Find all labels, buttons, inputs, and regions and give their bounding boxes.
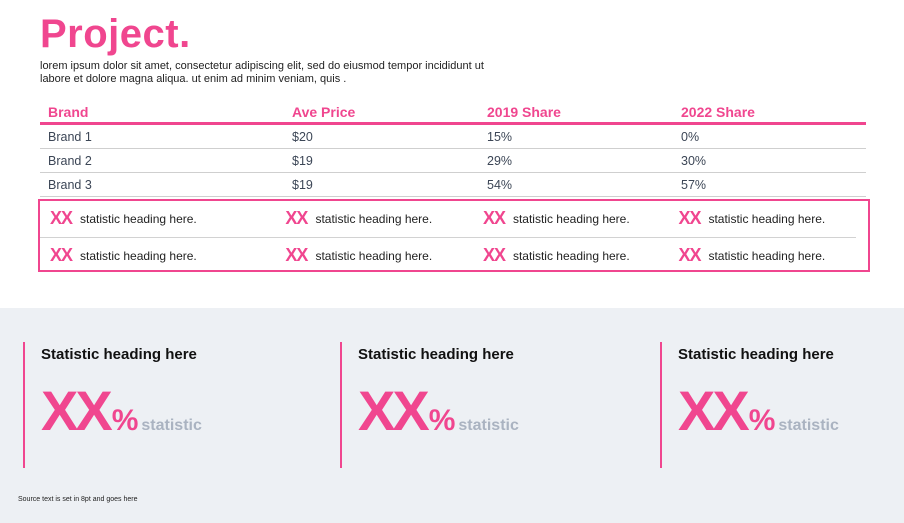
cell-price: $19 bbox=[292, 177, 313, 192]
table-row: Brand 3 $19 54% 57% bbox=[40, 173, 866, 197]
stat-item: XX statistic heading here. bbox=[285, 238, 483, 273]
stat-value: XX bbox=[50, 208, 73, 228]
stat-item: XX statistic heading here. bbox=[40, 238, 285, 273]
top-section: Project. lorem ipsum dolor sit amet, con… bbox=[38, 12, 870, 272]
header-2019-share: 2019 Share bbox=[487, 103, 561, 120]
stat-big-value: XX bbox=[41, 379, 113, 442]
stat-column: Statistic heading here XX % statistic bbox=[340, 342, 640, 468]
stat-row: XX statistic heading here. XX statistic … bbox=[40, 238, 868, 273]
stat-item: XX statistic heading here. bbox=[678, 238, 868, 273]
stat-caption: statistic bbox=[458, 417, 519, 434]
stat-value: XX bbox=[285, 245, 308, 265]
cell-price: $20 bbox=[292, 129, 313, 144]
stat-label: statistic heading here. bbox=[315, 248, 433, 263]
header-ave-price: Ave Price bbox=[292, 103, 356, 120]
stat-caption: statistic bbox=[778, 417, 839, 434]
header-brand: Brand bbox=[48, 103, 89, 120]
intro-text: lorem ipsum dolor sit amet, consectetur … bbox=[40, 60, 484, 85]
cell-2022: 30% bbox=[681, 153, 707, 168]
table-row: Brand 2 $19 29% 30% bbox=[40, 149, 866, 173]
stat-value: XX bbox=[678, 245, 701, 265]
stat-item: XX statistic heading here. bbox=[285, 201, 483, 236]
cell-2022: 57% bbox=[681, 177, 707, 192]
highlight-panel: Statistic heading here XX % statistic St… bbox=[0, 308, 904, 523]
stat-value: XX bbox=[482, 208, 506, 228]
stat-value: XX bbox=[678, 208, 701, 228]
table-row: Brand 1 $20 15% 0% bbox=[40, 125, 866, 149]
stat-value: XX bbox=[285, 208, 308, 228]
stat-item: XX statistic heading here. bbox=[40, 201, 285, 236]
stat-label: statistic heading here. bbox=[80, 248, 197, 263]
stat-label: statistic heading here. bbox=[512, 248, 630, 263]
stat-column-heading: Statistic heading here bbox=[678, 346, 834, 363]
stat-label: statistic heading here. bbox=[512, 211, 630, 226]
stat-percent-sign: % bbox=[428, 404, 456, 437]
stat-label: statistic heading here. bbox=[80, 211, 197, 226]
cell-price: $19 bbox=[292, 153, 313, 168]
stat-caption: statistic bbox=[141, 417, 202, 434]
cell-2019: 54% bbox=[487, 177, 513, 192]
stat-figure: XX % statistic bbox=[41, 381, 323, 441]
stat-column-heading: Statistic heading here bbox=[358, 346, 514, 363]
stat-label: statistic heading here. bbox=[708, 211, 826, 226]
stat-column: Statistic heading here XX % statistic bbox=[660, 342, 900, 468]
stat-big-value: XX bbox=[358, 379, 430, 442]
stat-item: XX statistic heading here. bbox=[678, 201, 868, 236]
brand-table: Brand Ave Price 2019 Share 2022 Share Br… bbox=[40, 101, 866, 197]
stat-percent-sign: % bbox=[111, 404, 139, 437]
cell-2019: 29% bbox=[487, 153, 513, 168]
stat-label: statistic heading here. bbox=[708, 248, 826, 263]
source-note: Source text is set in 8pt and goes here bbox=[18, 496, 138, 503]
stat-percent-sign: % bbox=[748, 404, 776, 437]
cell-2022: 0% bbox=[681, 129, 700, 144]
stat-big-value: XX bbox=[678, 379, 750, 442]
stat-figure: XX % statistic bbox=[678, 381, 900, 441]
statistics-box: XX statistic heading here. XX statistic … bbox=[38, 199, 870, 272]
stat-item: XX statistic heading here. bbox=[483, 201, 679, 236]
header-2022-share: 2022 Share bbox=[681, 103, 755, 120]
stat-column-heading: Statistic heading here bbox=[41, 346, 197, 363]
cell-brand: Brand 2 bbox=[48, 153, 92, 168]
stat-value: XX bbox=[482, 245, 506, 265]
stat-divider bbox=[40, 237, 856, 238]
stat-figure: XX % statistic bbox=[358, 381, 640, 441]
stat-value: XX bbox=[50, 245, 73, 265]
cell-brand: Brand 3 bbox=[48, 177, 92, 192]
page-title: Project. bbox=[40, 12, 191, 56]
stat-label: statistic heading here. bbox=[315, 211, 433, 226]
table-header-row: Brand Ave Price 2019 Share 2022 Share bbox=[40, 101, 866, 125]
stat-column: Statistic heading here XX % statistic bbox=[23, 342, 323, 468]
cell-brand: Brand 1 bbox=[48, 129, 92, 144]
cell-2019: 15% bbox=[487, 129, 513, 144]
stat-row: XX statistic heading here. XX statistic … bbox=[40, 201, 868, 236]
stat-item: XX statistic heading here. bbox=[483, 238, 679, 273]
